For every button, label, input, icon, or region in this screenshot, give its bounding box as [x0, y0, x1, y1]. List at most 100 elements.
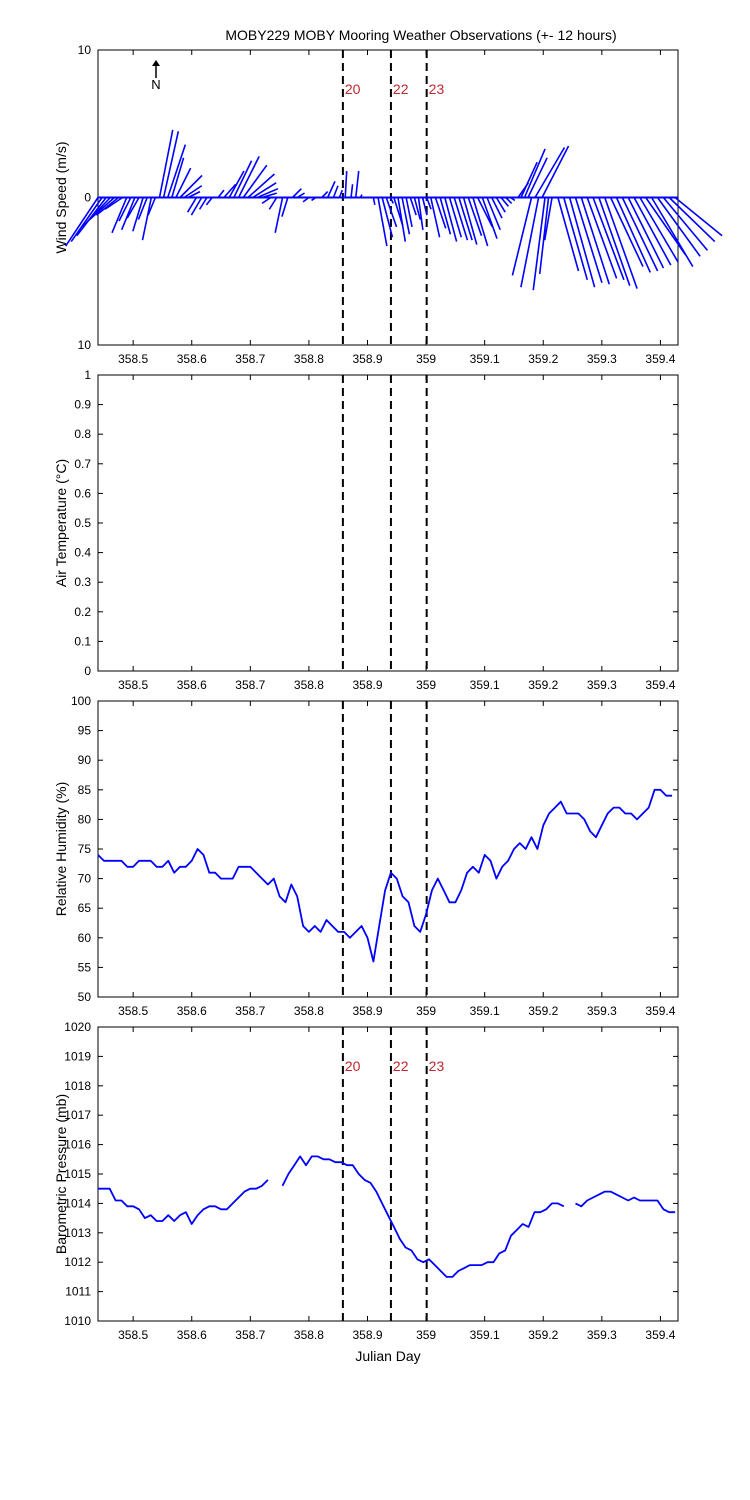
wind-vector — [500, 196, 510, 207]
y-tick-label: 10 — [78, 338, 92, 352]
wind-vector — [662, 196, 709, 251]
y-tick-label: 0.5 — [74, 516, 91, 530]
y-tick-label: 1020 — [64, 1020, 91, 1034]
panel-4: 1010 1011 1012 1013 1014 1015 1016 1017 1018 1019… — [53, 1020, 679, 1364]
wind-vector — [372, 197, 376, 206]
wind-vector — [425, 197, 432, 210]
x-tick-label: 358.7 — [235, 1328, 265, 1342]
wind-vector — [490, 197, 503, 219]
wind-vector — [448, 197, 463, 238]
wind-vector — [252, 182, 277, 199]
wind-vector — [118, 197, 132, 222]
y-tick-label: 60 — [78, 931, 92, 945]
x-tick-label: 359 — [416, 352, 436, 366]
wind-vector — [645, 197, 687, 256]
wind-vector — [344, 170, 348, 198]
x-tick-label: 359 — [416, 1004, 436, 1018]
wind-vector — [434, 197, 447, 229]
wind-vector — [609, 197, 644, 267]
y-tick-label: 75 — [78, 842, 92, 856]
wind-vector — [615, 197, 652, 273]
wind-vector — [186, 197, 198, 213]
y-axis-title: Relative Humidity (%) — [53, 782, 69, 917]
wind-vector — [223, 183, 237, 199]
y-tick-label: 0.2 — [74, 605, 91, 619]
figure-title: MOBY229 MOBY Mooring Weather Observation… — [225, 27, 616, 43]
plot-frame — [97, 700, 679, 998]
wind-vector — [523, 148, 546, 198]
wind-vector — [120, 197, 136, 231]
event-marker-label: 20 — [345, 1058, 361, 1074]
y-tick-label: 1016 — [64, 1138, 91, 1152]
wind-vector — [467, 197, 483, 236]
y-tick-label: 1010 — [64, 1314, 91, 1328]
wind-vector — [520, 161, 538, 198]
wind-vector — [580, 197, 611, 285]
wind-vector — [377, 197, 388, 247]
wind-vector — [462, 197, 478, 245]
wind-vector — [397, 197, 407, 242]
x-tick-label: 358.5 — [118, 678, 148, 692]
y-tick-label: 1019 — [64, 1049, 91, 1063]
y-tick-label: 0.7 — [74, 457, 91, 471]
north-arrowhead-icon — [152, 60, 160, 66]
wind-vector — [217, 189, 225, 198]
y-tick-label: 0.3 — [74, 575, 91, 589]
x-tick-label: 358.9 — [352, 1004, 382, 1018]
wind-vector — [257, 187, 279, 199]
wind-vector — [495, 197, 506, 213]
x-tick-label: 359.4 — [645, 1328, 675, 1342]
wind-vector — [592, 197, 625, 281]
plot-frame — [97, 374, 679, 672]
wind-vector — [621, 197, 659, 272]
y-tick-label: 1011 — [65, 1285, 91, 1299]
wind-vector — [568, 197, 596, 288]
wind-vector — [527, 157, 548, 198]
wind-vector — [166, 144, 187, 198]
wind-vector — [137, 197, 148, 220]
wind-vector — [95, 196, 120, 216]
y-tick-label: 1014 — [64, 1196, 91, 1210]
wind-vector — [190, 197, 203, 216]
wind-vector — [338, 189, 344, 198]
x-tick-label: 358.6 — [177, 1004, 207, 1018]
wind-vector — [668, 196, 716, 243]
wind-vector — [64, 197, 99, 247]
wind-vector — [505, 196, 513, 204]
x-tick-label: 359.3 — [587, 1328, 617, 1342]
wind-vector — [228, 170, 245, 198]
x-tick-label: 358.5 — [118, 352, 148, 366]
x-tick-label: 359.4 — [645, 1004, 675, 1018]
wind-vector — [104, 196, 124, 210]
y-tick-label: 100 — [71, 694, 91, 708]
wind-vector — [233, 160, 253, 198]
x-tick-label: 359.1 — [470, 1328, 500, 1342]
wind-vector — [656, 197, 701, 257]
wind-vector — [158, 129, 174, 198]
wind-vector — [70, 197, 103, 243]
y-tick-label: 0.1 — [74, 634, 91, 648]
wind-vector — [453, 197, 469, 241]
wind-vector — [81, 196, 111, 228]
x-tick-label: 359.1 — [470, 1004, 500, 1018]
y-tick-label: 0 — [84, 664, 91, 678]
north-indicator: N — [151, 60, 161, 92]
wind-vector — [183, 185, 203, 199]
x-tick-label: 359 — [416, 1328, 436, 1342]
wind-vector — [350, 184, 354, 198]
wind-vector — [429, 197, 441, 238]
wind-vector — [586, 197, 618, 279]
wind-vector — [541, 145, 570, 198]
x-tick-label: 358.6 — [177, 352, 207, 366]
wind-vector — [604, 197, 638, 289]
wind-vector — [439, 197, 452, 235]
wind-vector — [534, 147, 566, 198]
wind-vector — [476, 197, 494, 228]
event-marker-label: 20 — [345, 81, 361, 97]
wind-vector — [175, 167, 192, 198]
event-marker-label: 22 — [393, 81, 409, 97]
y-tick-label: 70 — [78, 872, 92, 886]
wind-vector — [639, 197, 679, 263]
x-axis-title: Julian Day — [355, 1348, 420, 1364]
